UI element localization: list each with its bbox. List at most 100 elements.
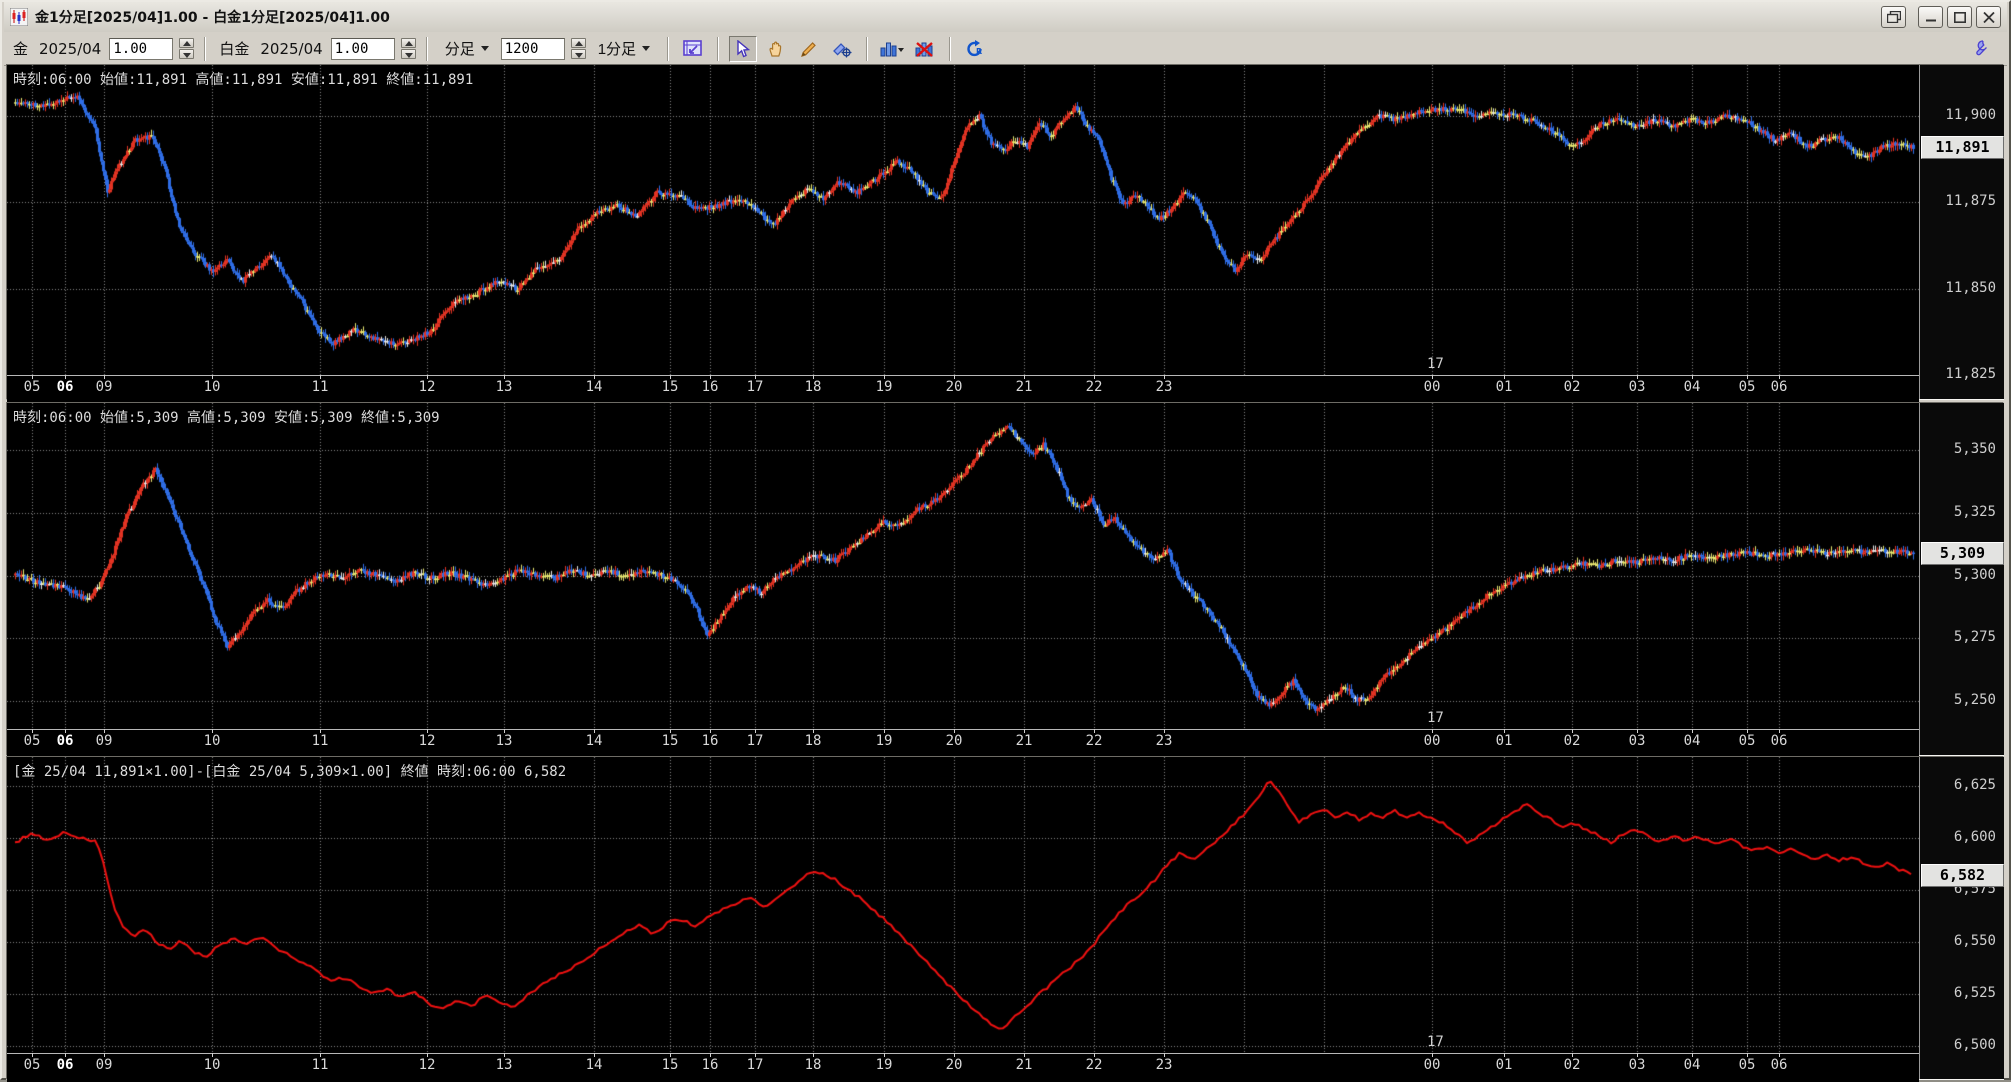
x-axis-tickmark [1432,375,1433,379]
x-axis-tickmark [504,729,505,733]
platinum-multiplier-down-button[interactable] [400,49,416,59]
app-candlestick-icon [9,7,29,27]
x-axis-label: 16 [701,733,719,749]
y-axis-label: 5,325 [1953,503,1996,520]
x-axis-tickmark [755,375,756,379]
platinum-multiplier-input[interactable] [330,37,395,60]
x-axis-tickmark [1094,1053,1095,1057]
bar-count-down-button[interactable] [570,49,586,59]
x-axis-label: 18 [804,379,822,395]
marker-crosshair-button[interactable] [828,35,857,62]
chart-config-wrench-button[interactable] [1965,35,1993,62]
x-axis-label: 05 [1738,1057,1756,1073]
x-axis-tickmark [813,375,814,379]
x-axis-tickmark [1024,1053,1025,1057]
x-axis-label: 22 [1085,1057,1103,1073]
period-dropdown[interactable]: 1分足 [591,35,657,62]
spread-line-chart[interactable] [7,757,1919,1053]
window-title: 金1分足[2025/04]1.00 - 白金1分足[2025/04]1.00 [35,10,390,26]
pan-hand-button[interactable] [762,35,791,62]
x-axis-label: 23 [1155,1057,1173,1073]
float-window-button[interactable] [1881,6,1906,28]
bar-count-up-button[interactable] [570,38,586,48]
platinum-time-axis: 05 06 09 10 11 12 13 14 15 16 17 18 19 20 21 22 23 00 01 02… [7,729,1919,758]
y-axis-label: 11,825 [1945,366,1996,382]
refresh-button[interactable]: R [961,35,990,62]
x-axis-tickmark [1432,729,1433,733]
x-axis-tickmark [504,375,505,379]
minimize-button[interactable] [1918,6,1943,28]
x-axis-label: 05 [1738,379,1756,395]
bar-count-input[interactable] [500,37,565,60]
x-axis-label: 21 [1015,379,1033,395]
remove-indicator-button[interactable] [911,35,940,62]
x-axis-label: 20 [945,733,963,749]
chart-panel-spread: [金 25/04 11,891×1.00]-[白金 25/04 5,309×1.… [6,756,2004,1082]
x-axis-label: 03 [1628,379,1646,395]
x-axis-label: 19 [875,733,893,749]
x-axis-tickmark [504,1053,505,1057]
wrench-icon [1975,40,1987,56]
maximize-button[interactable] [1947,6,1972,28]
x-axis-label: 06 [56,1057,74,1073]
x-axis-label: 02 [1563,733,1581,749]
y-axis-label: 6,550 [1953,933,1996,949]
x-axis-label: 15 [661,733,679,749]
gold-multiplier-down-button[interactable] [179,49,195,59]
x-axis-label: 15 [661,379,679,395]
x-axis-tickmark [1164,375,1165,379]
x-axis-tickmark [884,729,885,733]
chart-settings-button[interactable] [679,35,708,62]
x-axis-tickmark [884,375,885,379]
platinum-multiplier-up-button[interactable] [400,38,416,48]
x-axis-label: 01 [1495,733,1513,749]
x-axis-label: 00 [1423,1057,1441,1073]
x-axis-tickmark [65,375,66,379]
interval-type-label: 分足 [444,41,475,58]
toolbar-separator [204,36,207,61]
pointer-select-button[interactable] [729,35,758,62]
platinum-last-price-badge: 5,309 [1921,541,2004,565]
platinum-candlestick-chart[interactable] [7,403,1919,729]
x-axis-label: 18 [804,1057,822,1073]
svg-text:R: R [976,47,982,56]
x-axis-label: 02 [1563,379,1581,395]
period-label: 1分足 [597,41,637,58]
x-axis-tickmark [1637,1053,1638,1057]
toolbar-separator [667,36,670,61]
bar-count-stepper [570,38,586,59]
pointer-icon [737,39,751,57]
x-axis-tickmark [884,1053,885,1057]
x-axis-label: 06 [1770,733,1788,749]
pencil-draw-button[interactable] [795,35,824,62]
x-axis-tickmark [1504,1053,1505,1057]
x-axis-label: 11 [311,379,329,395]
gold-candlestick-chart[interactable] [7,65,1919,375]
y-axis-label: 6,525 [1953,985,1996,1001]
toolbar-separator [717,36,720,61]
y-axis-label: 6,625 [1953,777,1996,793]
chart-panel-gold: 時刻:06:00 始値:11,891 高値:11,891 安値:11,891 終… [6,64,2004,402]
x-axis-tickmark [320,1053,321,1057]
gold-multiplier-input[interactable] [109,37,174,60]
x-axis-label: 02 [1563,1057,1581,1073]
x-axis-tickmark [1779,375,1780,379]
date-marker: 17 [1427,710,1444,726]
x-axis-label: 10 [203,733,221,749]
x-axis-tickmark [104,375,105,379]
gold-multiplier-up-button[interactable] [179,38,195,48]
x-axis-label: 11 [311,1057,329,1073]
x-axis-label: 13 [495,1057,513,1073]
x-axis-tickmark [212,375,213,379]
gold-month-label: 2025/04 [39,39,102,58]
interval-type-dropdown[interactable]: 分足 [438,35,496,62]
x-axis-label: 05 [23,733,41,749]
x-axis-tickmark [427,1053,428,1057]
chart-style-button[interactable] [878,35,907,62]
gold-time-axis: 05 06 09 10 11 12 13 14 15 16 17 18 19 20 21 22 23 00 01 02… [7,375,1919,402]
x-axis-label: 05 [23,379,41,395]
title-bar[interactable]: 金1分足[2025/04]1.00 - 白金1分足[2025/04]1.00 [4,2,2007,32]
close-button[interactable] [1976,6,2001,28]
x-axis-tickmark [1692,729,1693,733]
date-marker: 17 [1427,356,1444,372]
